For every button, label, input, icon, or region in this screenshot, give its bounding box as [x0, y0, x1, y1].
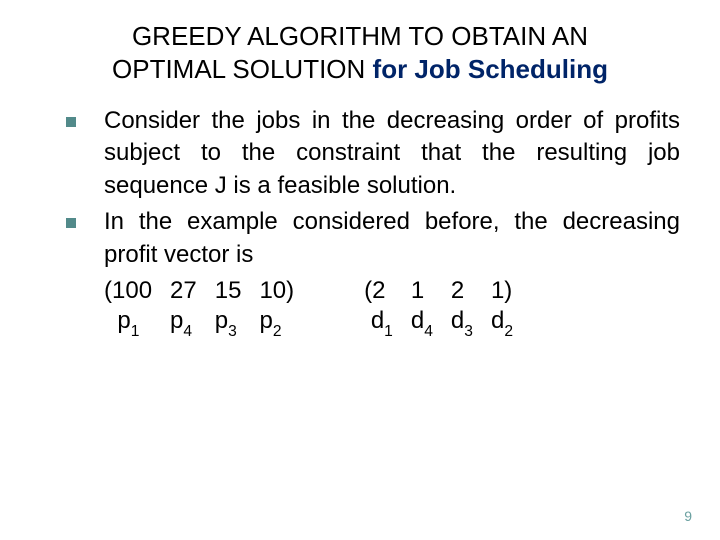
vec-label: p2 [259, 307, 294, 339]
vec-sym: d [491, 307, 504, 334]
vec-cell: (100 [104, 277, 152, 305]
vec-label: p3 [215, 307, 242, 339]
bullet-item: Consider the jobs in the decreasing orde… [66, 105, 680, 202]
vec-label: p4 [170, 307, 197, 339]
bullet-text: Consider the jobs in the decreasing orde… [104, 107, 680, 199]
vec-label: d2 [491, 307, 513, 339]
vec-sub: 2 [504, 323, 513, 340]
vec-label: d4 [411, 307, 433, 339]
vec-sub: 4 [424, 323, 433, 340]
slide-title: GREEDY ALGORITHM TO OBTAIN AN OPTIMAL SO… [40, 20, 680, 85]
bullet-item: In the example considered before, the de… [66, 206, 680, 271]
vec-sym: p [259, 307, 272, 334]
vec-cell: 1 [411, 277, 433, 305]
vec-sym: p [170, 307, 183, 334]
vec-sym: p [117, 307, 130, 334]
title-line2b: for Job Scheduling [373, 54, 608, 84]
bullet-square-icon [66, 117, 76, 127]
vec-sub: 2 [273, 323, 282, 340]
title-line1: GREEDY ALGORITHM TO OBTAIN AN [132, 21, 588, 51]
bullet-square-icon [66, 218, 76, 228]
vec-cell: 2 [451, 277, 473, 305]
title-line2a: OPTIMAL SOLUTION [112, 54, 373, 84]
vec-label: d3 [451, 307, 473, 339]
vec-sym: d [411, 307, 424, 334]
vec-sub: 3 [228, 323, 237, 340]
bullet-list: Consider the jobs in the decreasing orde… [40, 105, 680, 271]
vec-cell: 27 [170, 277, 197, 305]
vec-label: d1 [364, 307, 393, 339]
vec-sym: d [451, 307, 464, 334]
vec-label: p1 [104, 307, 152, 339]
vec-cell: (2 [364, 277, 393, 305]
vec-sub: 4 [183, 323, 192, 340]
deadline-vector: (2 1 2 1) d1 d4 d3 d2 [364, 277, 513, 339]
slide: GREEDY ALGORITHM TO OBTAIN AN OPTIMAL SO… [0, 0, 720, 540]
vec-cell: 10) [259, 277, 294, 305]
vectors-row: (100 27 15 10) p1 p4 p3 p2 (2 1 2 1) d1 … [40, 277, 680, 339]
vec-cell: 15 [215, 277, 242, 305]
vec-sym: p [215, 307, 228, 334]
vec-cell: 1) [491, 277, 513, 305]
bullet-text: In the example considered before, the de… [104, 208, 680, 267]
vec-sub: 1 [131, 323, 140, 340]
vec-sub: 3 [464, 323, 473, 340]
vec-sub: 1 [384, 323, 393, 340]
page-number: 9 [684, 508, 692, 524]
vec-sym: d [371, 307, 384, 334]
profit-vector: (100 27 15 10) p1 p4 p3 p2 [104, 277, 294, 339]
